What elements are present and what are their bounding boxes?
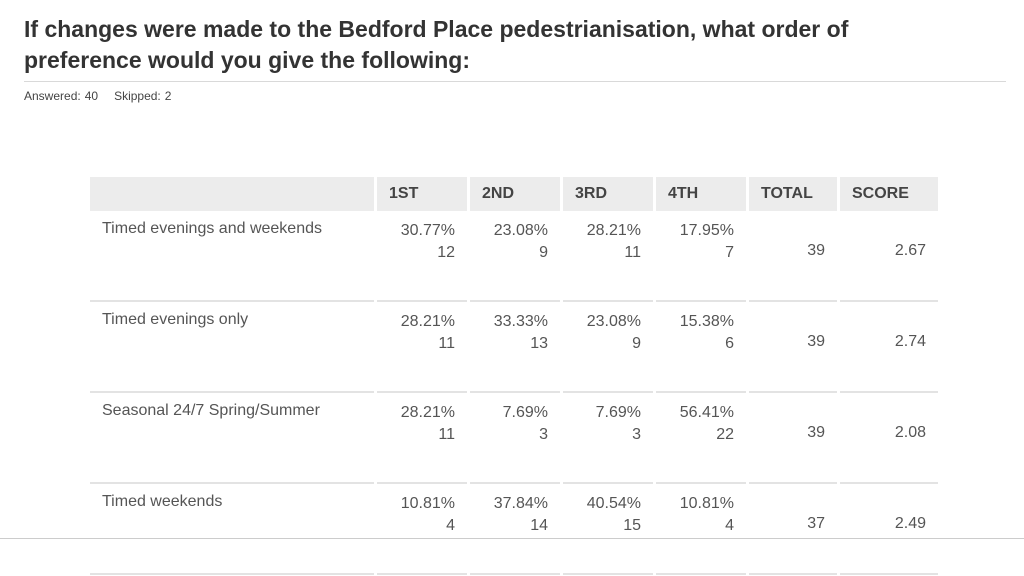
header-score: SCORE (840, 177, 938, 211)
cell-count: 9 (632, 335, 641, 352)
cell-count: 6 (725, 335, 734, 352)
table-row: Timed evenings and weekends 30.77% 12 23.… (90, 211, 938, 302)
cell-count: 14 (530, 517, 548, 534)
cell-4th: 17.95% 7 (656, 211, 746, 302)
skipped-value: 2 (164, 89, 172, 103)
header-blank (90, 177, 374, 211)
cell-count: 22 (716, 426, 734, 443)
row-total: 39 (749, 211, 837, 302)
header-4th: 4TH (656, 177, 746, 211)
header-1st: 1ST (377, 177, 467, 211)
cell-2nd: 7.69% 3 (470, 393, 560, 484)
cell-percent: 30.77% (400, 222, 455, 239)
cell-1st: 30.77% 12 (377, 211, 467, 302)
cell-count: 4 (446, 517, 455, 534)
cell-4th: 15.38% 6 (656, 302, 746, 393)
table-row: Seasonal 24/7 Spring/Summer 28.21% 11 7.6… (90, 393, 938, 484)
cell-count: 11 (438, 426, 455, 443)
cell-percent: 17.95% (679, 222, 734, 239)
row-total: 39 (749, 302, 837, 393)
cell-percent: 15.38% (679, 313, 734, 330)
cell-1st: 28.21% 11 (377, 393, 467, 484)
cell-count: 11 (624, 244, 641, 261)
row-label: Timed evenings only (90, 302, 374, 393)
cell-1st: 10.81% 4 (377, 484, 467, 575)
cell-percent: 7.69% (595, 404, 641, 421)
cell-percent: 23.08% (493, 222, 548, 239)
cell-2nd: 23.08% 9 (470, 211, 560, 302)
cell-percent: 40.54% (586, 495, 641, 512)
cell-percent: 28.21% (586, 222, 641, 239)
cell-percent: 37.84% (493, 495, 548, 512)
question-title: If changes were made to the Bedford Plac… (24, 16, 849, 73)
answered-count: Answered: 40 (24, 89, 98, 103)
cell-3rd: 40.54% 15 (563, 484, 653, 575)
cell-count: 12 (437, 244, 455, 261)
cell-4th: 56.41% 22 (656, 393, 746, 484)
cell-count: 3 (539, 426, 548, 443)
answered-value: 40 (84, 89, 99, 103)
cell-percent: 10.81% (400, 495, 455, 512)
cell-count: 4 (725, 517, 734, 534)
row-label: Timed evenings and weekends (90, 211, 374, 302)
cell-percent: 7.69% (502, 404, 548, 421)
header-total: TOTAL (749, 177, 837, 211)
row-score: 2.74 (840, 302, 938, 393)
cell-count: 3 (632, 426, 641, 443)
cell-2nd: 37.84% 14 (470, 484, 560, 575)
cell-1st: 28.21% 11 (377, 302, 467, 393)
header-row: 1ST 2ND 3RD 4TH TOTAL SCORE (90, 177, 938, 211)
cell-percent: 10.81% (679, 495, 734, 512)
cell-count: 13 (530, 335, 548, 352)
cell-percent: 28.21% (400, 313, 455, 330)
skipped-label: Skipped: (114, 89, 161, 103)
cell-count: 11 (438, 335, 455, 352)
skipped-count: Skipped: 2 (114, 89, 171, 103)
cell-3rd: 28.21% 11 (563, 211, 653, 302)
row-total: 39 (749, 393, 837, 484)
cell-count: 15 (623, 517, 641, 534)
cell-4th: 10.81% 4 (656, 484, 746, 575)
response-summary: Answered: 40 Skipped: 2 (24, 89, 171, 103)
footer-divider (0, 538, 1024, 539)
cell-3rd: 7.69% 3 (563, 393, 653, 484)
table-row: Timed weekends 10.81% 4 37.84% 14 40.54% 15… (90, 484, 938, 575)
row-label: Timed weekends (90, 484, 374, 575)
table-row: Timed evenings only 28.21% 11 33.33% 13 23… (90, 302, 938, 393)
cell-count: 9 (539, 244, 548, 261)
cell-count: 7 (725, 244, 734, 261)
row-score: 2.67 (840, 211, 938, 302)
row-score: 2.49 (840, 484, 938, 575)
results-table: 1ST 2ND 3RD 4TH TOTAL SCORE Timed evenin… (87, 177, 941, 575)
row-total: 37 (749, 484, 837, 575)
cell-percent: 56.41% (679, 404, 734, 421)
cell-percent: 28.21% (400, 404, 455, 421)
cell-3rd: 23.08% 9 (563, 302, 653, 393)
header-3rd: 3RD (563, 177, 653, 211)
row-score: 2.08 (840, 393, 938, 484)
header-2nd: 2ND (470, 177, 560, 211)
title-divider (24, 81, 1006, 82)
row-label: Seasonal 24/7 Spring/Summer (90, 393, 374, 484)
answered-label: Answered: (24, 89, 81, 103)
cell-percent: 33.33% (493, 313, 548, 330)
cell-2nd: 33.33% 13 (470, 302, 560, 393)
cell-percent: 23.08% (586, 313, 641, 330)
